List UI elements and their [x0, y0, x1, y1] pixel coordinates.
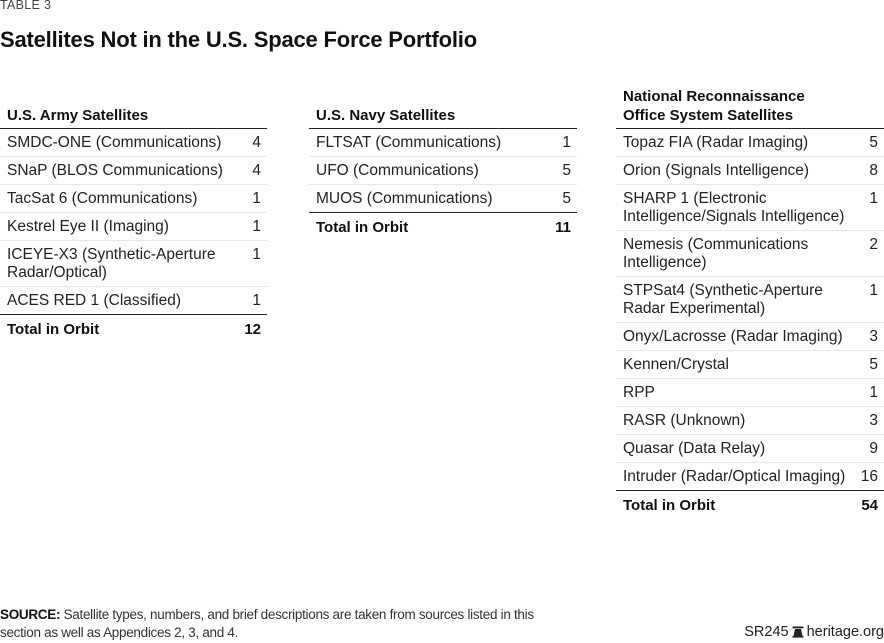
- satellite-count: 4: [252, 134, 261, 151]
- source-text: Satellite types, numbers, and brief desc…: [0, 607, 534, 640]
- table-row: UFO (Communications) 5: [309, 157, 577, 185]
- table-row: SMDC-ONE (Communications) 4: [0, 129, 267, 157]
- total-label: Total in Orbit: [7, 321, 100, 338]
- satellite-count: 5: [869, 134, 878, 151]
- satellite-count: 5: [562, 190, 571, 207]
- satellite-name: SMDC-ONE (Communications): [7, 134, 222, 151]
- satellite-name: ACES RED 1 (Classified): [7, 292, 181, 309]
- satellite-count: 1: [869, 190, 878, 207]
- table-row: RASR (Unknown) 3: [616, 407, 884, 435]
- table-row: Kennen/Crystal 5: [616, 351, 884, 379]
- satellite-name: RPP: [623, 384, 655, 401]
- total-value: 11: [555, 219, 571, 236]
- table-row: Nemesis (Communications Intelligence) 2: [616, 231, 884, 277]
- satellite-count: 1: [869, 282, 878, 299]
- satellite-count: 8: [869, 162, 878, 179]
- table-row: FLTSAT (Communications) 1: [309, 129, 577, 157]
- satellite-count: 16: [860, 468, 878, 485]
- satellite-name: Quasar (Data Relay): [623, 440, 766, 457]
- nro-heading-line2: Office System Satellites: [623, 107, 794, 124]
- satellite-count: 1: [869, 384, 878, 401]
- footer-credit: SR245 heritage.org: [744, 624, 884, 640]
- satellite-name: ICEYE-X3 (Synthetic-Aperture Radar/Optic…: [7, 246, 216, 281]
- total-label: Total in Orbit: [623, 497, 716, 514]
- satellite-count: 1: [252, 292, 261, 309]
- satellite-count: 5: [562, 162, 571, 179]
- table-row: Intruder (Radar/Optical Imaging) 16: [616, 463, 884, 491]
- army-table-heading: U.S. Army Satellites: [0, 106, 267, 129]
- source-note: SOURCE: Satellite types, numbers, and br…: [0, 606, 540, 642]
- site-link[interactable]: heritage.org: [806, 624, 884, 640]
- table-row: SHARP 1 (Electronic Intelligence/Signals…: [616, 185, 884, 231]
- satellite-name: Intruder (Radar/Optical Imaging): [623, 468, 846, 485]
- nro-total-row: Total in Orbit 54: [616, 491, 884, 519]
- satellite-count: 1: [252, 218, 261, 235]
- nro-heading-line1: National Reconnaissance: [623, 88, 805, 105]
- report-id: SR245: [744, 624, 789, 640]
- satellite-name: Nemesis (Communications Intelligence): [623, 236, 809, 271]
- army-total-row: Total in Orbit 12: [0, 315, 267, 343]
- table-row: SNaP (BLOS Communications) 4: [0, 157, 267, 185]
- satellite-count: 3: [869, 412, 878, 429]
- table-row: RPP 1: [616, 379, 884, 407]
- satellite-count: 1: [252, 246, 261, 263]
- nro-table-heading: National Reconnaissance Office System Sa…: [616, 87, 884, 129]
- table-row: MUOS (Communications) 5: [309, 185, 577, 213]
- satellite-name: UFO (Communications): [316, 162, 479, 179]
- satellite-name: Onyx/Lacrosse (Radar Imaging): [623, 328, 843, 345]
- satellite-count: 2: [869, 236, 878, 253]
- table-row: Topaz FIA (Radar Imaging) 5: [616, 129, 884, 157]
- navy-satellites-table: U.S. Navy Satellites FLTSAT (Communicati…: [309, 106, 577, 241]
- satellite-name: Topaz FIA (Radar Imaging): [623, 134, 809, 151]
- satellite-name: Kennen/Crystal: [623, 356, 729, 373]
- total-value: 54: [861, 497, 878, 514]
- table-row: Orion (Signals Intelligence) 8: [616, 157, 884, 185]
- navy-total-row: Total in Orbit 11: [309, 213, 577, 241]
- total-label: Total in Orbit: [316, 219, 409, 236]
- satellite-count: 5: [869, 356, 878, 373]
- satellite-count: 1: [562, 134, 571, 151]
- navy-table-heading: U.S. Navy Satellites: [309, 106, 577, 129]
- total-value: 12: [244, 321, 261, 338]
- satellite-count: 3: [869, 328, 878, 345]
- liberty-bell-icon: [792, 626, 804, 638]
- satellite-count: 9: [869, 440, 878, 457]
- satellite-count: 4: [252, 162, 261, 179]
- satellite-name: FLTSAT (Communications): [316, 134, 502, 151]
- table-row: Onyx/Lacrosse (Radar Imaging) 3: [616, 323, 884, 351]
- satellite-name: SHARP 1 (Electronic Intelligence/Signals…: [623, 190, 845, 225]
- satellite-name: STPSat4 (Synthetic-Aperture Radar Experi…: [623, 282, 823, 317]
- satellite-name: SNaP (BLOS Communications): [7, 162, 223, 179]
- table-row: ICEYE-X3 (Synthetic-Aperture Radar/Optic…: [0, 241, 267, 287]
- table-row: TacSat 6 (Communications) 1: [0, 185, 267, 213]
- table-row: ACES RED 1 (Classified) 1: [0, 287, 267, 315]
- page-title: Satellites Not in the U.S. Space Force P…: [0, 27, 477, 52]
- table-label: TABLE 3: [0, 0, 52, 12]
- nro-satellites-table: National Reconnaissance Office System Sa…: [616, 87, 884, 519]
- army-satellites-table: U.S. Army Satellites SMDC-ONE (Communica…: [0, 106, 267, 343]
- table-row: Kestrel Eye II (Imaging) 1: [0, 213, 267, 241]
- satellite-name: Kestrel Eye II (Imaging): [7, 218, 169, 235]
- satellite-name: MUOS (Communications): [316, 190, 493, 207]
- satellite-count: 1: [252, 190, 261, 207]
- satellite-name: TacSat 6 (Communications): [7, 190, 198, 207]
- source-label: SOURCE:: [0, 607, 61, 622]
- satellite-name: Orion (Signals Intelligence): [623, 162, 810, 179]
- table-row: STPSat4 (Synthetic-Aperture Radar Experi…: [616, 277, 884, 323]
- table-row: Quasar (Data Relay) 9: [616, 435, 884, 463]
- satellite-name: RASR (Unknown): [623, 412, 746, 429]
